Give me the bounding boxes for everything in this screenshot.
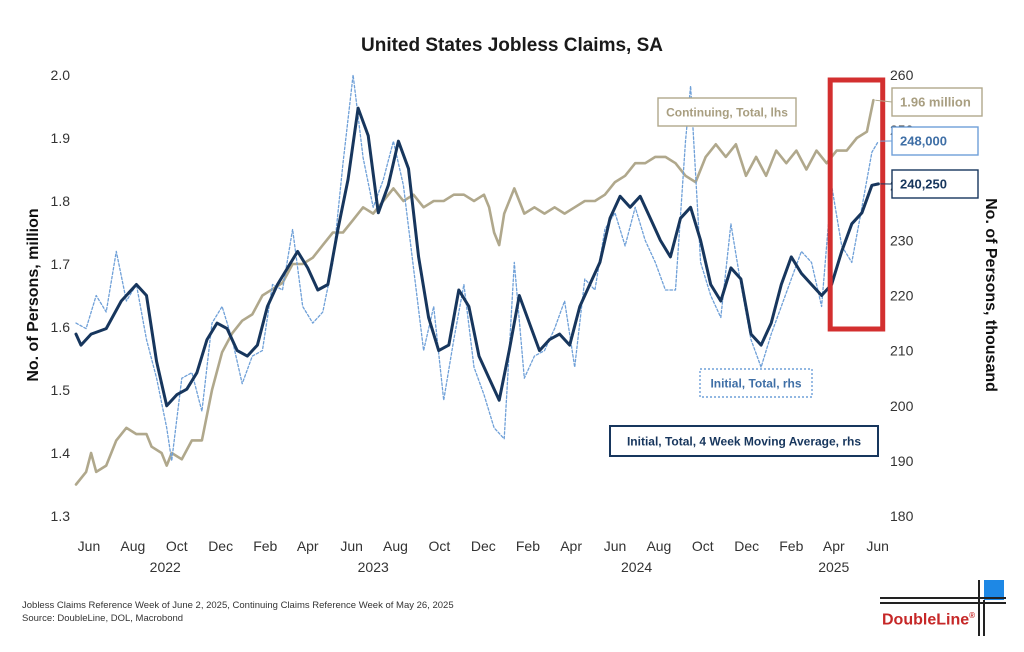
x-tick-label: Feb <box>516 538 540 554</box>
x-tick-label: Apr <box>823 538 845 554</box>
legend-box <box>699 368 813 398</box>
x-tick-label: Aug <box>120 538 145 554</box>
y-right-axis-label: No. of Persons, thousand <box>982 198 999 392</box>
y-right-tick-label: 190 <box>890 453 914 469</box>
y-right-tick-label: 180 <box>890 508 914 524</box>
x-year-label: 2025 <box>818 559 849 575</box>
footnote: Jobless Claims Reference Week of June 2,… <box>22 600 454 611</box>
y-left-tick-label: 2.0 <box>51 67 71 83</box>
x-tick-label: Dec <box>734 538 759 554</box>
legend-item: Continuing, Total, lhs <box>657 97 797 127</box>
x-tick-label: Aug <box>383 538 408 554</box>
callout: 248,000 <box>880 126 979 156</box>
x-year-label: 2023 <box>358 559 389 575</box>
legend-box <box>657 97 797 127</box>
y-left-tick-label: 1.4 <box>51 445 71 461</box>
callout-value: 1.96 million <box>900 95 971 110</box>
x-tick-label: Dec <box>471 538 496 554</box>
series-line-continuing <box>74 98 875 486</box>
legend: Continuing, Total, lhs Initial, Total, rh… <box>609 97 879 457</box>
x-axis-ticks: Jun Aug Oct Dec Feb Apr Jun Aug Oct Dec Feb Apr Jun A… <box>78 538 889 575</box>
x-year-label: 2024 <box>621 559 652 575</box>
callout-box <box>891 87 983 117</box>
legend-item: Initial, Total, 4 Week Moving Average, r… <box>609 425 879 457</box>
x-tick-label: Dec <box>208 538 233 554</box>
x-tick-label: Jun <box>340 538 363 554</box>
y-left-axis-label: No. of Persons, million <box>25 208 42 381</box>
y-right-tick-label: 200 <box>890 398 914 414</box>
series-line-initial <box>75 74 880 462</box>
chart-title: United States Jobless Claims, SA <box>361 35 663 56</box>
callout: 240,250 <box>880 169 979 199</box>
series-layer <box>74 74 880 486</box>
source-note: Source: DoubleLine, DOL, Macrobond <box>22 613 184 624</box>
callout-box <box>891 169 979 199</box>
legend-label: Initial, Total, rhs <box>710 377 801 391</box>
x-tick-label: Jun <box>78 538 101 554</box>
legend-item: Initial, Total, rhs <box>699 368 813 398</box>
callout: 1.96 million <box>875 87 983 117</box>
x-tick-label: Aug <box>646 538 671 554</box>
y-left-tick-label: 1.9 <box>51 130 71 146</box>
legend-box <box>609 425 879 457</box>
x-tick-label: Oct <box>166 538 188 554</box>
x-year-label: 2022 <box>150 559 181 575</box>
x-tick-label: Feb <box>253 538 277 554</box>
legend-label: Continuing, Total, lhs <box>666 106 788 120</box>
callout-leader <box>875 99 893 103</box>
callout-value: 240,250 <box>900 177 947 192</box>
legend-label: Initial, Total, 4 Week Moving Average, r… <box>627 435 861 449</box>
callout-value: 248,000 <box>900 134 947 149</box>
y-left-tick-label: 1.8 <box>51 193 71 209</box>
series-line-initial-4wk-avg <box>74 106 880 408</box>
y-left-ticks: 1.3 1.4 1.5 1.6 1.7 1.8 1.9 2.0 <box>51 67 71 524</box>
y-left-tick-label: 1.5 <box>51 382 71 398</box>
y-right-tick-label: 260 <box>890 67 914 83</box>
y-right-tick-label: 230 <box>890 232 914 248</box>
brand-name: DoubleLine® <box>882 611 976 629</box>
y-left-tick-label: 1.3 <box>51 508 71 524</box>
x-tick-label: Apr <box>560 538 582 554</box>
recent-period-highlight <box>827 77 886 332</box>
x-tick-label: Feb <box>779 538 803 554</box>
y-right-tick-label: 210 <box>890 343 914 359</box>
y-left-tick-label: 1.6 <box>51 319 71 335</box>
doubleline-logo: DoubleLine® <box>878 578 1008 638</box>
logo-mark <box>880 580 1006 636</box>
callout-box <box>891 126 979 156</box>
x-tick-label: Oct <box>692 538 714 554</box>
x-tick-label: Oct <box>429 538 451 554</box>
x-tick-label: Jun <box>604 538 627 554</box>
y-left-tick-label: 1.7 <box>51 256 71 272</box>
x-tick-label: Apr <box>297 538 319 554</box>
end-value-callouts: 1.96 million 248,000 240,250 <box>875 87 983 199</box>
y-right-tick-label: 220 <box>890 288 914 304</box>
x-tick-label: Jun <box>866 538 889 554</box>
